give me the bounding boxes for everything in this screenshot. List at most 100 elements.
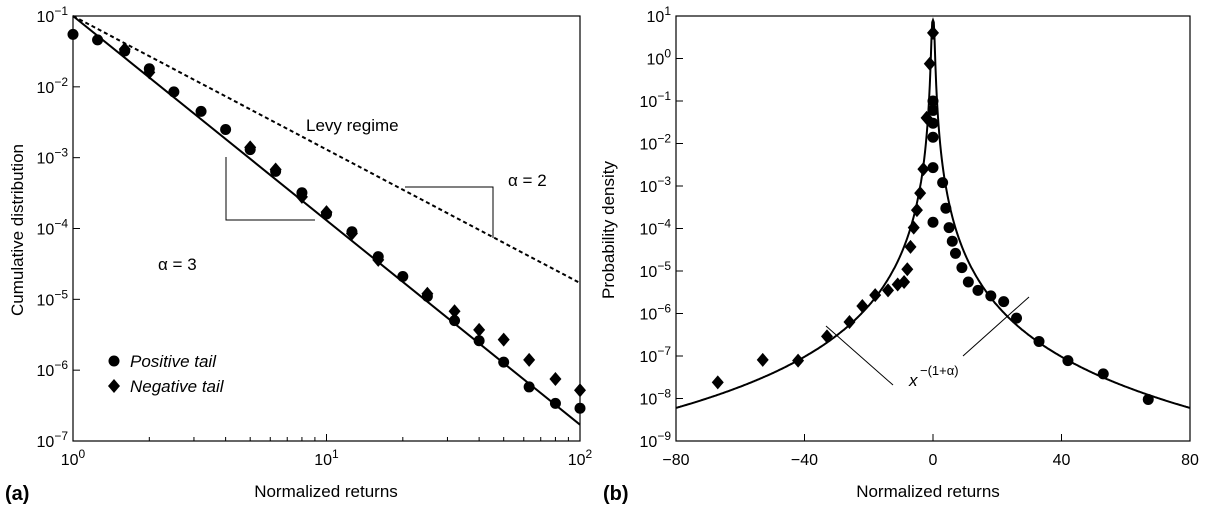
alpha2-slope-guide — [405, 186, 494, 238]
left-leader-line — [825, 325, 894, 386]
negative-tail-point — [549, 372, 562, 387]
panel-label-a: (a) — [5, 483, 29, 505]
positive-tail-point — [937, 177, 949, 189]
positive-tail-point — [397, 271, 409, 283]
b-y-tick-label: 10−7 — [640, 344, 672, 366]
a-x-tick-label: 101 — [314, 447, 339, 469]
negative-tail-point — [421, 286, 434, 301]
positive-tail-point — [962, 276, 974, 288]
legend-a: Positive tail Negative tail — [108, 352, 225, 396]
positive-tail-point — [949, 247, 961, 259]
b-x-tick-label: −40 — [791, 452, 818, 469]
positive-tail-point — [956, 262, 968, 274]
a-x-tick-label: 102 — [568, 447, 593, 469]
positive-tail-point — [574, 402, 586, 414]
negative-tail-point — [910, 203, 923, 218]
negative-tail-point — [820, 329, 833, 344]
b-y-tick-label: 10−6 — [640, 302, 672, 324]
positive-tail-point — [1062, 355, 1074, 367]
negative-tail-point — [143, 65, 156, 80]
b-x-tick-label: 80 — [1181, 452, 1199, 469]
a-data-points — [67, 28, 586, 414]
positive-tail-point — [1011, 312, 1023, 324]
b-axis-ticks: −80 −40 0 40 80 10−9 10−8 10−7 10−6 10−5 10−4 10−3 1… — [640, 4, 1199, 469]
negative-tail-point — [923, 56, 936, 71]
a-fit-lines — [72, 15, 581, 426]
negative-tail-point — [295, 189, 308, 204]
levy-regime-label: Levy regime — [306, 116, 399, 135]
a-slope-guides — [225, 157, 494, 238]
b-data-points — [711, 25, 1154, 405]
a-y-tick-label: 10−2 — [37, 75, 69, 97]
density-fit-curve — [675, 17, 1191, 409]
positive-tail-point — [927, 104, 939, 116]
negative-tail-point — [574, 383, 586, 398]
positive-tail-point — [927, 95, 939, 107]
negative-tail-point — [473, 322, 486, 337]
b-fit-curve — [675, 17, 1191, 409]
positive-tail-point — [1033, 335, 1045, 347]
b-y-tick-label: 100 — [647, 47, 672, 69]
a-ylabel: Cumulative distribution — [8, 144, 27, 316]
negative-tail-point — [917, 162, 930, 177]
negative-tail-point — [244, 140, 257, 155]
positive-tail-point — [998, 296, 1010, 308]
panel-a: 100 101 102 10−7 10−6 10−5 10−4 10−3 10−2 10−1 Le… — [5, 4, 593, 505]
negative-tail-point — [891, 277, 904, 292]
a-axis-ticks: 100 101 102 10−7 10−6 10−5 10−4 10−3 10−2 10−1 — [37, 4, 593, 469]
positive-tail-point — [946, 235, 958, 247]
negative-tail-point — [345, 226, 358, 241]
b-y-tick-label: 10−2 — [640, 132, 672, 154]
legend-negative-label: Negative tail — [130, 377, 225, 396]
negative-tail-point — [269, 162, 282, 177]
alpha-2-label: α = 2 — [508, 171, 547, 190]
negative-tail-point — [907, 220, 920, 235]
positive-tail-point — [220, 123, 232, 135]
positive-tail-point — [523, 381, 535, 393]
a-y-tick-label: 10−7 — [37, 429, 69, 451]
b-xlabel: Normalized returns — [856, 482, 1000, 501]
power-law-base: x — [908, 371, 918, 390]
negative-tail-point — [448, 304, 461, 319]
negative-tail-point — [904, 239, 917, 254]
positive-tail-point — [985, 290, 997, 302]
right-leader-line — [962, 296, 1030, 357]
negative-tail-point — [711, 375, 724, 390]
panel-b: −80 −40 0 40 80 10−9 10−8 10−7 10−6 10−5 10−4 10−3 1… — [599, 4, 1199, 505]
positive-tail-point — [168, 86, 180, 98]
negative-tail-point — [372, 252, 385, 267]
positive-tail-point — [449, 315, 461, 327]
alpha3-slope-guide — [225, 157, 315, 221]
positive-tail-point — [927, 131, 939, 143]
a-y-tick-label: 10−6 — [37, 358, 69, 380]
positive-tail-point — [92, 34, 104, 46]
b-x-tick-label: 40 — [1053, 452, 1071, 469]
positive-tail-point — [927, 162, 939, 174]
positive-tail-point — [473, 335, 485, 347]
positive-tail-point — [195, 105, 207, 117]
b-y-tick-label: 10−5 — [640, 259, 672, 281]
alpha3-fit-line — [72, 15, 581, 426]
a-y-tick-label: 10−1 — [37, 4, 69, 26]
b-x-tick-label: −80 — [662, 452, 689, 469]
positive-tail-point — [972, 284, 984, 296]
negative-tail-point — [882, 283, 895, 298]
negative-tail-point — [843, 315, 856, 330]
positive-tail-point — [943, 222, 955, 234]
positive-tail-point — [1142, 393, 1154, 405]
legend-circle-marker — [108, 355, 120, 367]
a-y-tick-label: 10−4 — [37, 217, 69, 239]
a-xlabel: Normalized returns — [254, 482, 398, 501]
b-annotation-leaders — [825, 296, 1030, 386]
legend-diamond-marker — [108, 379, 120, 393]
positive-tail-point — [67, 28, 79, 40]
positive-tail-point — [927, 216, 939, 228]
levy-dashed-line — [72, 15, 581, 284]
negative-tail-point — [901, 262, 914, 277]
negative-tail-point — [927, 25, 939, 40]
positive-tail-point — [549, 397, 561, 409]
a-x-tick-label: 100 — [61, 447, 86, 469]
negative-tail-point — [920, 110, 933, 125]
b-y-tick-label: 101 — [647, 4, 672, 26]
